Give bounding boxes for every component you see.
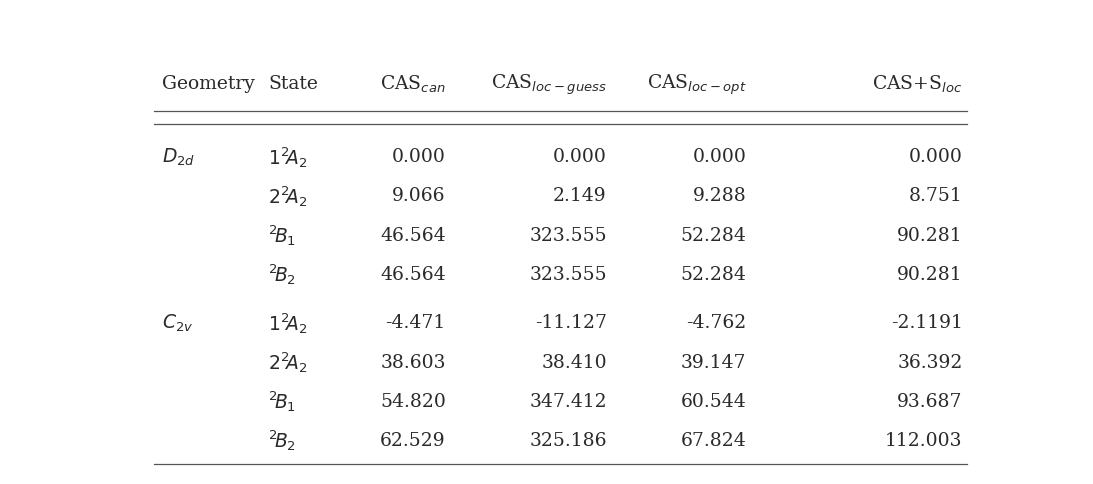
Text: $C_{2v}$: $C_{2v}$	[162, 312, 193, 333]
Text: -11.127: -11.127	[534, 314, 607, 332]
Text: 323.555: 323.555	[529, 226, 607, 244]
Text: $^2\!B_2$: $^2\!B_2$	[268, 262, 296, 287]
Text: 112.003: 112.003	[885, 431, 963, 449]
Text: -4.762: -4.762	[686, 314, 747, 332]
Text: 39.147: 39.147	[681, 353, 747, 371]
Text: 46.564: 46.564	[380, 265, 446, 283]
Text: 325.186: 325.186	[529, 431, 607, 449]
Text: 52.284: 52.284	[681, 226, 747, 244]
Text: $^2\!B_2$: $^2\!B_2$	[268, 428, 296, 453]
Text: 36.392: 36.392	[897, 353, 963, 371]
Text: 0.000: 0.000	[908, 148, 963, 166]
Text: 93.687: 93.687	[897, 392, 963, 410]
Text: 0.000: 0.000	[553, 148, 607, 166]
Text: 323.555: 323.555	[529, 265, 607, 283]
Text: 46.564: 46.564	[380, 226, 446, 244]
Text: $D_{2d}$: $D_{2d}$	[162, 146, 196, 167]
Text: $1^2\!A_2$: $1^2\!A_2$	[268, 144, 308, 169]
Text: 62.529: 62.529	[380, 431, 446, 449]
Text: 52.284: 52.284	[681, 265, 747, 283]
Text: 2.149: 2.149	[553, 187, 607, 205]
Text: $2^2\!A_2$: $2^2\!A_2$	[268, 349, 308, 374]
Text: $^2\!B_1$: $^2\!B_1$	[268, 223, 296, 247]
Text: $2^2\!A_2$: $2^2\!A_2$	[268, 183, 308, 208]
Text: 8.751: 8.751	[908, 187, 963, 205]
Text: $1^2\!A_2$: $1^2\!A_2$	[268, 310, 308, 335]
Text: 9.066: 9.066	[392, 187, 446, 205]
Text: State: State	[268, 75, 318, 93]
Text: 347.412: 347.412	[529, 392, 607, 410]
Text: Geometry: Geometry	[162, 75, 255, 93]
Text: 90.281: 90.281	[897, 226, 963, 244]
Text: $^2\!B_1$: $^2\!B_1$	[268, 389, 296, 413]
Text: 0.000: 0.000	[693, 148, 747, 166]
Text: 9.288: 9.288	[693, 187, 747, 205]
Text: 0.000: 0.000	[392, 148, 446, 166]
Text: 38.603: 38.603	[380, 353, 446, 371]
Text: CAS+S$_{\mathit{loc}}$: CAS+S$_{\mathit{loc}}$	[872, 74, 963, 95]
Text: -2.1191: -2.1191	[891, 314, 963, 332]
Text: 38.410: 38.410	[541, 353, 607, 371]
Text: CAS$_{\mathit{loc-guess}}$: CAS$_{\mathit{loc-guess}}$	[491, 72, 607, 96]
Text: 90.281: 90.281	[897, 265, 963, 283]
Text: 60.544: 60.544	[681, 392, 747, 410]
Text: 54.820: 54.820	[380, 392, 446, 410]
Text: CAS$_{\mathit{loc-opt}}$: CAS$_{\mathit{loc-opt}}$	[647, 72, 747, 96]
Text: -4.471: -4.471	[386, 314, 446, 332]
Text: 67.824: 67.824	[681, 431, 747, 449]
Text: CAS$_{\mathit{can}}$: CAS$_{\mathit{can}}$	[380, 74, 446, 95]
